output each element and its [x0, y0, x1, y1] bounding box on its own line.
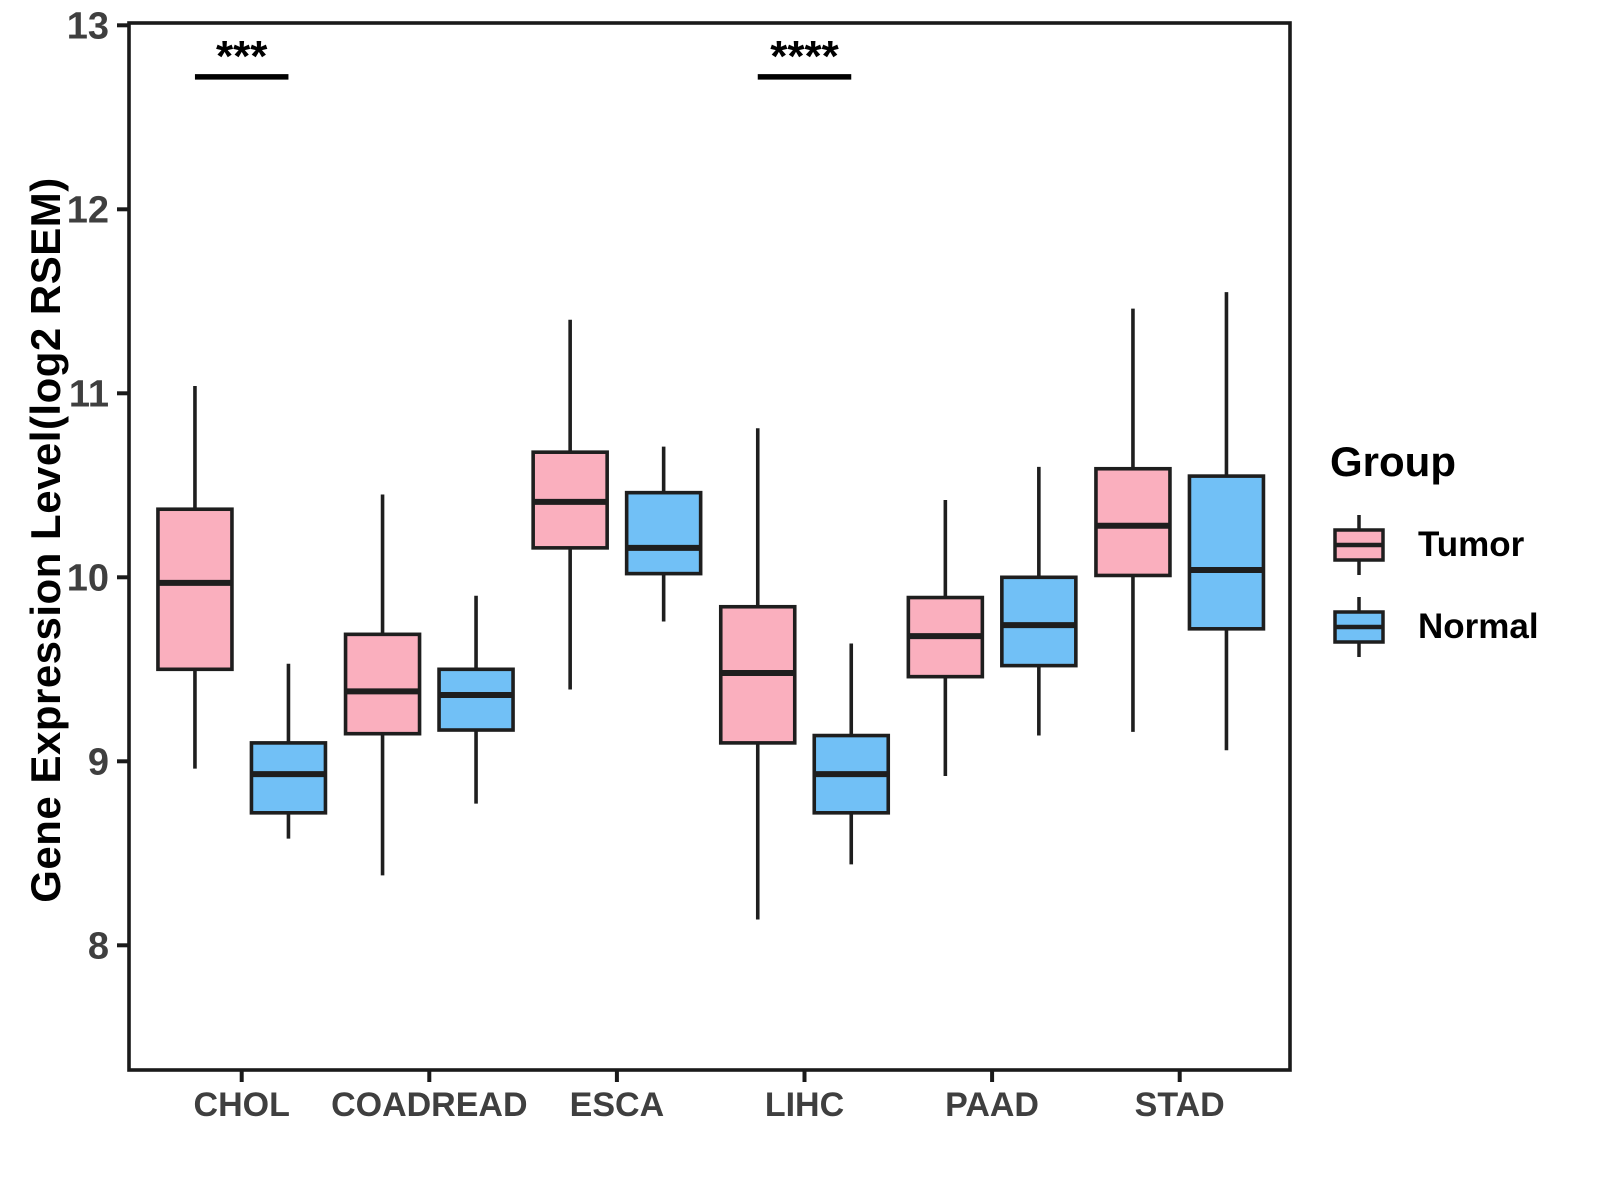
- box-ESCA-Normal: [624, 490, 703, 576]
- y-tick-label-13: 13: [67, 5, 109, 47]
- box-CHOL-Normal: [249, 741, 328, 815]
- y-tick-label-12: 12: [67, 189, 109, 231]
- box-CHOL-Tumor: [156, 507, 234, 672]
- y-tick-label-8: 8: [88, 925, 109, 967]
- x-tick-label-LIHC: LIHC: [765, 1086, 844, 1124]
- box-COADREAD-Normal: [437, 667, 515, 732]
- legend-items: Tumor Normal: [1328, 512, 1588, 660]
- x-tick-label-CHOL: CHOL: [194, 1086, 290, 1124]
- y-axis-title: Gene Expression Level(log2 RSEM): [22, 177, 69, 903]
- panel-border: [127, 21, 1292, 1072]
- legend-title: Group: [1330, 438, 1456, 485]
- significance-label-LIHC: ****: [770, 32, 839, 81]
- x-tick-label-ESCA: ESCA: [570, 1086, 664, 1124]
- legend-item-normal: Normal: [1328, 594, 1588, 660]
- legend: Group Tumor Normal: [1328, 438, 1588, 676]
- box-PAAD-Normal: [1000, 575, 1078, 668]
- x-tick-label-PAAD: PAAD: [945, 1086, 1039, 1124]
- y-tick-label-11: 11: [69, 373, 109, 415]
- y-tick-label-10: 10: [67, 557, 109, 599]
- y-tick-label-9: 9: [88, 741, 109, 783]
- significance-label-CHOL: ***: [216, 32, 268, 81]
- box-STAD-Tumor: [1094, 466, 1172, 578]
- x-tick-label-STAD: STAD: [1135, 1086, 1225, 1124]
- legend-item-label: Tumor: [1418, 525, 1525, 564]
- box-STAD-Normal: [1187, 474, 1266, 631]
- legend-item-label: Normal: [1418, 607, 1539, 646]
- x-tick-label-COADREAD: COADREAD: [331, 1086, 527, 1124]
- box-COADREAD-Tumor: [343, 632, 422, 736]
- legend-item-tumor: Tumor: [1328, 512, 1588, 578]
- legend-key-tumor-boxplot-icon: [1333, 515, 1385, 575]
- legend-key-normal-boxplot-icon: [1333, 597, 1385, 657]
